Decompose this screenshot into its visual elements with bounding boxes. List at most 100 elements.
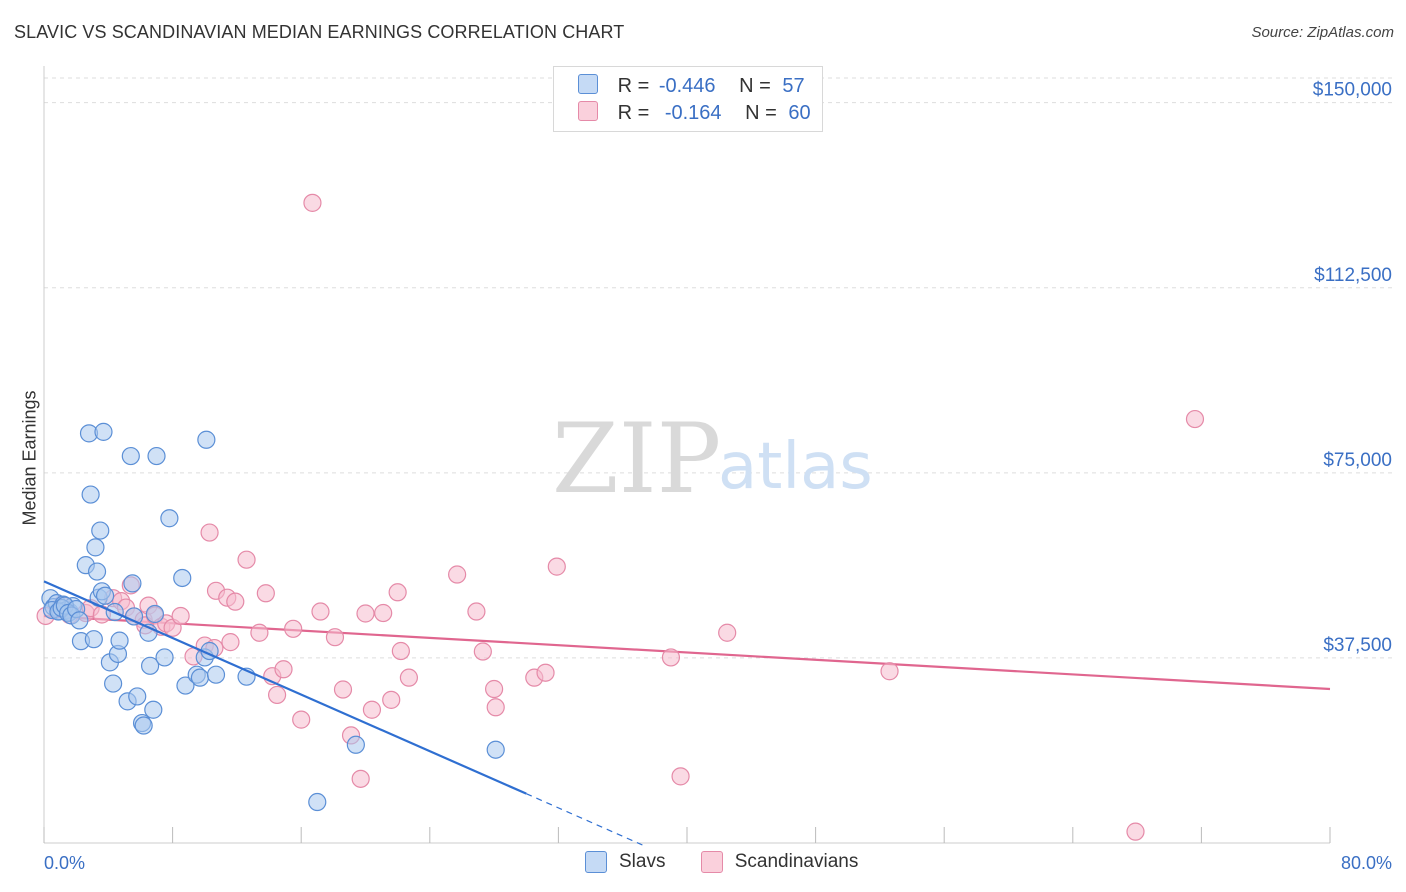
bottom-legend-swatch-scandinavians: [700, 851, 723, 873]
legend-n-value-scandinavians: 60: [788, 102, 811, 124]
y-axis-label: Median Earnings: [19, 390, 40, 526]
data-point-scandinavians: [391, 641, 410, 661]
data-point-scandinavians: [200, 523, 219, 542]
legend-r-label: R =: [617, 75, 650, 97]
gridlines: [44, 77, 1392, 659]
legend-swatch-scandinavians: [578, 101, 598, 121]
data-point-scandinavians: [274, 660, 293, 679]
data-point-slavs: [145, 604, 165, 624]
legend-r-label: R =: [617, 102, 650, 124]
data-point-slavs: [190, 668, 210, 687]
data-point-slavs: [123, 574, 142, 593]
y-tick-label: $37,500: [1323, 635, 1392, 656]
data-point-slavs: [104, 674, 123, 693]
bottom-legend: Slavs Scandinavians: [585, 851, 888, 879]
data-point-slavs: [160, 509, 179, 528]
data-point-scandinavians: [382, 690, 401, 709]
data-point-scandinavians: [448, 565, 467, 584]
data-point-slavs: [70, 611, 89, 630]
data-point-scandinavians: [473, 642, 492, 661]
bottom-legend-slavs[interactable]: Slavs: [585, 851, 665, 873]
data-point-scandinavians: [718, 623, 737, 642]
data-point-scandinavians: [256, 584, 275, 603]
data-point-slavs: [134, 716, 153, 735]
data-point-slavs: [86, 538, 105, 557]
data-point-scandinavians: [267, 685, 287, 705]
data-point-scandinavians: [311, 602, 330, 621]
data-point-scandinavians: [1185, 409, 1205, 429]
data-point-slavs: [147, 446, 166, 466]
data-point-slavs: [486, 740, 505, 759]
data-point-scandinavians: [485, 679, 504, 699]
data-point-slavs: [197, 430, 216, 449]
data-point-scandinavians: [880, 662, 899, 681]
chart-title: SLAVIC VS SCANDINAVIAN MEDIAN EARNINGS C…: [14, 22, 625, 42]
data-point-scandinavians: [221, 633, 240, 652]
bottom-legend-label-scandinavians: Scandinavians: [734, 851, 859, 872]
data-point-slavs: [124, 607, 144, 626]
data-point-slavs: [308, 792, 327, 812]
trend-line-slavs-extension: [526, 793, 648, 848]
data-point-slavs: [144, 700, 163, 719]
data-point-scandinavians: [171, 606, 190, 626]
watermark-zip: ZIP: [552, 403, 721, 515]
data-point-scandinavians: [351, 769, 370, 788]
data-point-slavs: [173, 568, 192, 588]
trend-slavs: [43, 580, 648, 848]
y-tick-label: $75,000: [1323, 450, 1392, 471]
data-point-scandinavians: [284, 619, 303, 638]
data-point-slavs: [81, 485, 100, 504]
data-point-slavs: [176, 676, 195, 695]
data-point-scandinavians: [388, 583, 407, 602]
y-tick-labels: $37,500 $75,000 $112,500 $150,000: [1313, 80, 1392, 656]
legend-n-label: N =: [745, 102, 777, 124]
axes: [43, 66, 1331, 844]
trend-line-slavs: [43, 580, 527, 795]
data-point-slavs: [84, 630, 103, 649]
data-point-scandinavians: [333, 680, 353, 699]
data-point-slavs: [94, 422, 113, 441]
trend-line-scandinavians: [43, 614, 1331, 691]
data-point-scandinavians: [325, 628, 345, 647]
legend-row-slavs: R = -0.446 N = 57: [578, 74, 805, 100]
data-point-slavs: [110, 631, 129, 650]
data-point-scandinavians: [547, 557, 566, 576]
data-point-scandinavians: [250, 623, 269, 642]
legend-swatch-slavs: [578, 74, 598, 94]
data-point-scandinavians: [536, 663, 555, 682]
bottom-legend-swatch-slavs: [585, 851, 607, 873]
data-point-scandinavians: [303, 193, 322, 212]
y-tick-label: $112,500: [1314, 265, 1392, 286]
points-scandinavians: [36, 193, 1205, 841]
watermark-atlas: atlas: [718, 430, 873, 504]
legend-n-value-slavs: 57: [782, 75, 805, 97]
data-point-scandinavians: [292, 710, 311, 729]
data-point-slavs: [95, 586, 115, 605]
data-point-slavs: [346, 735, 365, 754]
data-point-scandinavians: [1126, 822, 1145, 841]
data-point-scandinavians: [356, 604, 375, 623]
x-tick-label-min: 0.0%: [44, 853, 85, 873]
data-point-slavs: [206, 665, 226, 684]
source-label: Source: ZipAtlas.com: [1251, 24, 1394, 41]
data-point-slavs: [128, 687, 147, 706]
trend-scandinavians: [43, 614, 1331, 691]
data-point-scandinavians: [237, 550, 256, 569]
bottom-legend-scandinavians[interactable]: Scandinavians: [700, 851, 859, 873]
data-point-slavs: [155, 648, 174, 667]
data-point-scandinavians: [486, 698, 505, 717]
legend-r-value-slavs: -0.446: [658, 75, 716, 97]
legend-box: R = -0.446 N = 57 R = -0.164 N = 60: [553, 66, 823, 132]
legend-row-scandinavians: R = -0.164 N = 60: [578, 101, 811, 127]
legend-n-label: N =: [739, 75, 771, 97]
y-tick-label: $150,000: [1313, 80, 1392, 101]
data-point-scandinavians: [399, 668, 419, 687]
legend-r-value-scandinavians: -0.164: [664, 102, 722, 124]
data-point-scandinavians: [362, 700, 382, 719]
data-point-slavs: [87, 562, 107, 581]
data-point-scandinavians: [374, 603, 393, 623]
bottom-legend-label-slavs: Slavs: [619, 851, 666, 872]
data-point-scandinavians: [671, 767, 690, 786]
data-point-slavs: [91, 521, 110, 540]
